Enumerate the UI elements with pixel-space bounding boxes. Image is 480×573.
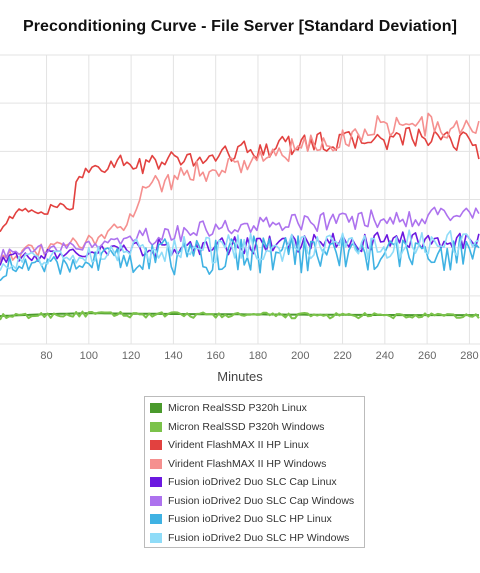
series-line: [0, 229, 480, 271]
legend-label: Virident FlashMAX II HP Windows: [168, 457, 327, 470]
x-tick-label: 180: [249, 350, 267, 362]
series-lines: [0, 112, 480, 321]
x-tick-label: 220: [333, 350, 351, 362]
legend-label: Fusion ioDrive2 Duo SLC Cap Linux: [168, 476, 337, 488]
legend-swatch: [150, 495, 162, 506]
legend-item[interactable]: Fusion ioDrive2 Duo SLC Cap Windows: [145, 493, 364, 512]
legend-swatch: [150, 477, 162, 487]
x-tick-label: 200: [291, 350, 309, 362]
legend-label: Micron RealSSD P320h Windows: [168, 420, 325, 433]
x-tick-label: 280: [460, 350, 478, 362]
legend-swatch: [150, 421, 162, 432]
series-line: [0, 206, 480, 261]
x-tick-labels: 80 100 120 140 160 180 200 220 240 260 280: [40, 350, 478, 362]
legend-item[interactable]: Virident FlashMAX II HP Linux: [145, 437, 364, 456]
legend-label: Micron RealSSD P320h Linux: [168, 402, 307, 414]
series-line: [0, 235, 480, 282]
legend-swatch: [150, 440, 162, 450]
x-tick-label: 120: [122, 350, 140, 362]
legend-swatch: [150, 403, 162, 413]
series-line: [0, 310, 480, 321]
grid-lines: [0, 54, 480, 345]
legend-item[interactable]: Micron RealSSD P320h Windows: [145, 419, 364, 438]
series-line: [0, 126, 480, 233]
legend-swatch: [150, 514, 162, 524]
x-tick-label: 260: [418, 350, 436, 362]
legend-item[interactable]: Fusion ioDrive2 Duo SLC Cap Linux: [145, 474, 364, 493]
x-tick-label: 160: [207, 350, 225, 362]
legend-item[interactable]: Fusion ioDrive2 Duo SLC HP Windows: [145, 530, 364, 549]
legend-label: Fusion ioDrive2 Duo SLC Cap Windows: [168, 494, 355, 507]
legend-label: Fusion ioDrive2 Duo SLC HP Windows: [168, 531, 350, 544]
series-line: [0, 112, 480, 263]
legend-item[interactable]: Micron RealSSD P320h Linux: [145, 400, 364, 419]
legend-label: Virident FlashMAX II HP Linux: [168, 439, 309, 451]
legend-swatch: [150, 458, 162, 469]
x-tick-label: 140: [164, 350, 182, 362]
chart-title: Preconditioning Curve - File Server [Sta…: [22, 18, 458, 35]
legend-item[interactable]: Fusion ioDrive2 Duo SLC HP Linux: [145, 511, 364, 530]
x-axis-label: Minutes: [217, 369, 263, 384]
legend-swatch: [150, 532, 162, 543]
x-tick-label: 100: [80, 350, 98, 362]
legend-label: Fusion ioDrive2 Duo SLC HP Linux: [168, 513, 332, 525]
x-tick-label: 240: [376, 350, 394, 362]
x-tick-label: 80: [40, 350, 52, 362]
legend: Micron RealSSD P320h Linux Micron RealSSD…: [144, 396, 365, 548]
legend-item[interactable]: Virident FlashMAX II HP Windows: [145, 456, 364, 475]
